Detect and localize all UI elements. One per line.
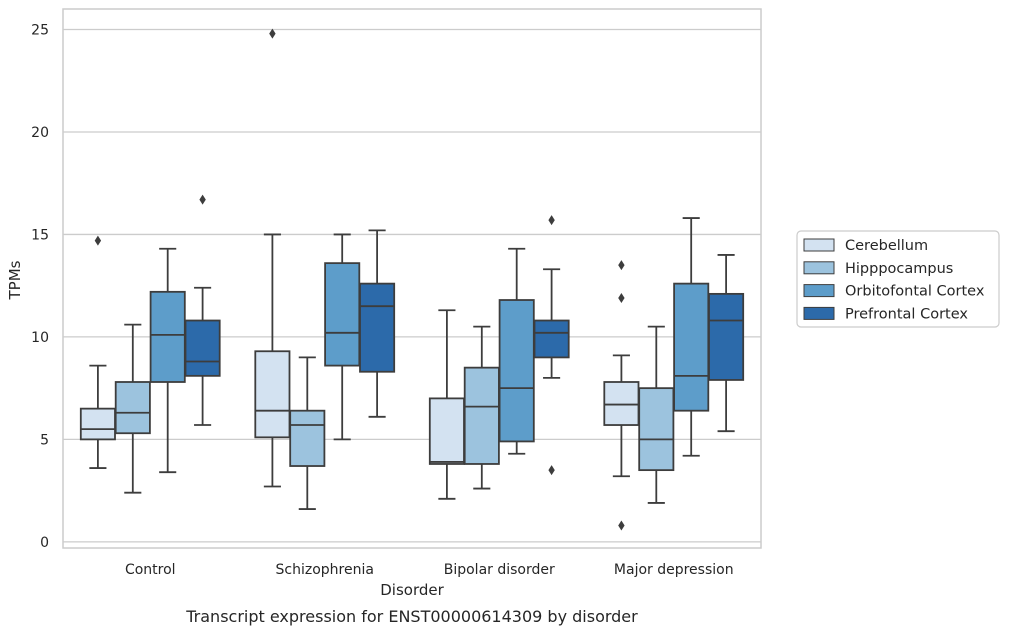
box — [324, 233, 361, 441]
box-iqr — [533, 319, 570, 359]
box — [184, 194, 221, 426]
box-iqr — [428, 397, 465, 465]
box — [289, 356, 326, 510]
box — [149, 247, 186, 474]
y-axis-label: TPMs — [6, 260, 24, 300]
legend-label: Prefrontal Cortex — [845, 306, 968, 322]
outlier-point — [618, 292, 625, 303]
series-hipppocampus — [114, 323, 675, 510]
box-plot-series — [79, 28, 745, 531]
box — [498, 247, 535, 455]
y-tick-label: 0 — [40, 535, 49, 551]
plot-frame — [62, 8, 762, 549]
outlier-point — [199, 194, 206, 205]
box-iqr — [79, 407, 116, 441]
outlier-point — [618, 260, 625, 271]
box — [254, 28, 291, 488]
series-cerebellum — [79, 28, 640, 531]
y-tick-label: 10 — [31, 330, 49, 346]
box-iqr — [254, 350, 291, 439]
box — [533, 215, 570, 476]
box-iqr — [184, 319, 221, 377]
y-tick-label: 5 — [40, 432, 49, 448]
y-axis-ticks: 0 5 10 15 20 25 — [31, 22, 49, 550]
legend-swatch — [803, 261, 835, 275]
box-iqr — [463, 366, 500, 465]
x-tick-label: Schizophrenia — [276, 562, 374, 578]
outlier-point — [618, 520, 625, 531]
legend-label: Cerebellum — [845, 238, 928, 254]
legend-swatch — [803, 238, 835, 252]
chart-caption: Transcript expression for ENST0000061430… — [185, 607, 638, 626]
outlier-point — [548, 215, 555, 226]
box — [638, 325, 675, 504]
box-iqr — [498, 299, 535, 443]
box — [708, 254, 745, 433]
box-iqr — [114, 381, 151, 435]
x-tick-label: Major depression — [614, 562, 734, 578]
outlier-point — [269, 28, 276, 39]
box — [673, 217, 710, 457]
legend-frame — [796, 230, 1000, 328]
box-iqr — [638, 387, 675, 472]
legend-item: Orbitofontal Cortex — [803, 284, 985, 300]
box — [428, 309, 465, 500]
legend-label: Orbitofontal Cortex — [845, 284, 985, 300]
box-iqr — [359, 282, 396, 373]
box-iqr — [289, 409, 326, 467]
box-iqr — [708, 292, 745, 381]
legend-item: Prefrontal Cortex — [803, 306, 968, 322]
legend-swatch — [803, 284, 835, 298]
legend-item: Cerebellum — [803, 238, 928, 254]
y-tick-label: 25 — [31, 22, 49, 38]
x-axis-ticks: Control Schizophrenia Bipolar disorder Majo… — [125, 562, 734, 578]
legend-label: Hipppocampus — [845, 261, 953, 277]
box-iqr — [603, 381, 640, 426]
legend: Cerebellum Hipppocampus Orbitofontal Corte… — [796, 230, 1000, 328]
y-tick-label: 20 — [31, 125, 49, 141]
box — [463, 325, 500, 490]
series-prefrontal-cortex — [184, 194, 745, 476]
box — [79, 235, 116, 469]
outlier-point — [548, 465, 555, 476]
y-tick-label: 15 — [31, 227, 49, 243]
box — [603, 260, 640, 531]
x-tick-label: Bipolar disorder — [444, 562, 555, 578]
box-iqr — [149, 290, 186, 383]
box-iqr — [673, 282, 710, 412]
legend-swatch — [803, 306, 835, 320]
outlier-point — [94, 235, 102, 246]
box — [114, 323, 151, 494]
x-tick-label: Control — [125, 562, 176, 578]
box — [359, 229, 396, 418]
box-iqr — [324, 262, 361, 367]
legend-item: Hipppocampus — [803, 261, 953, 277]
x-axis-label: Disorder — [380, 581, 444, 599]
